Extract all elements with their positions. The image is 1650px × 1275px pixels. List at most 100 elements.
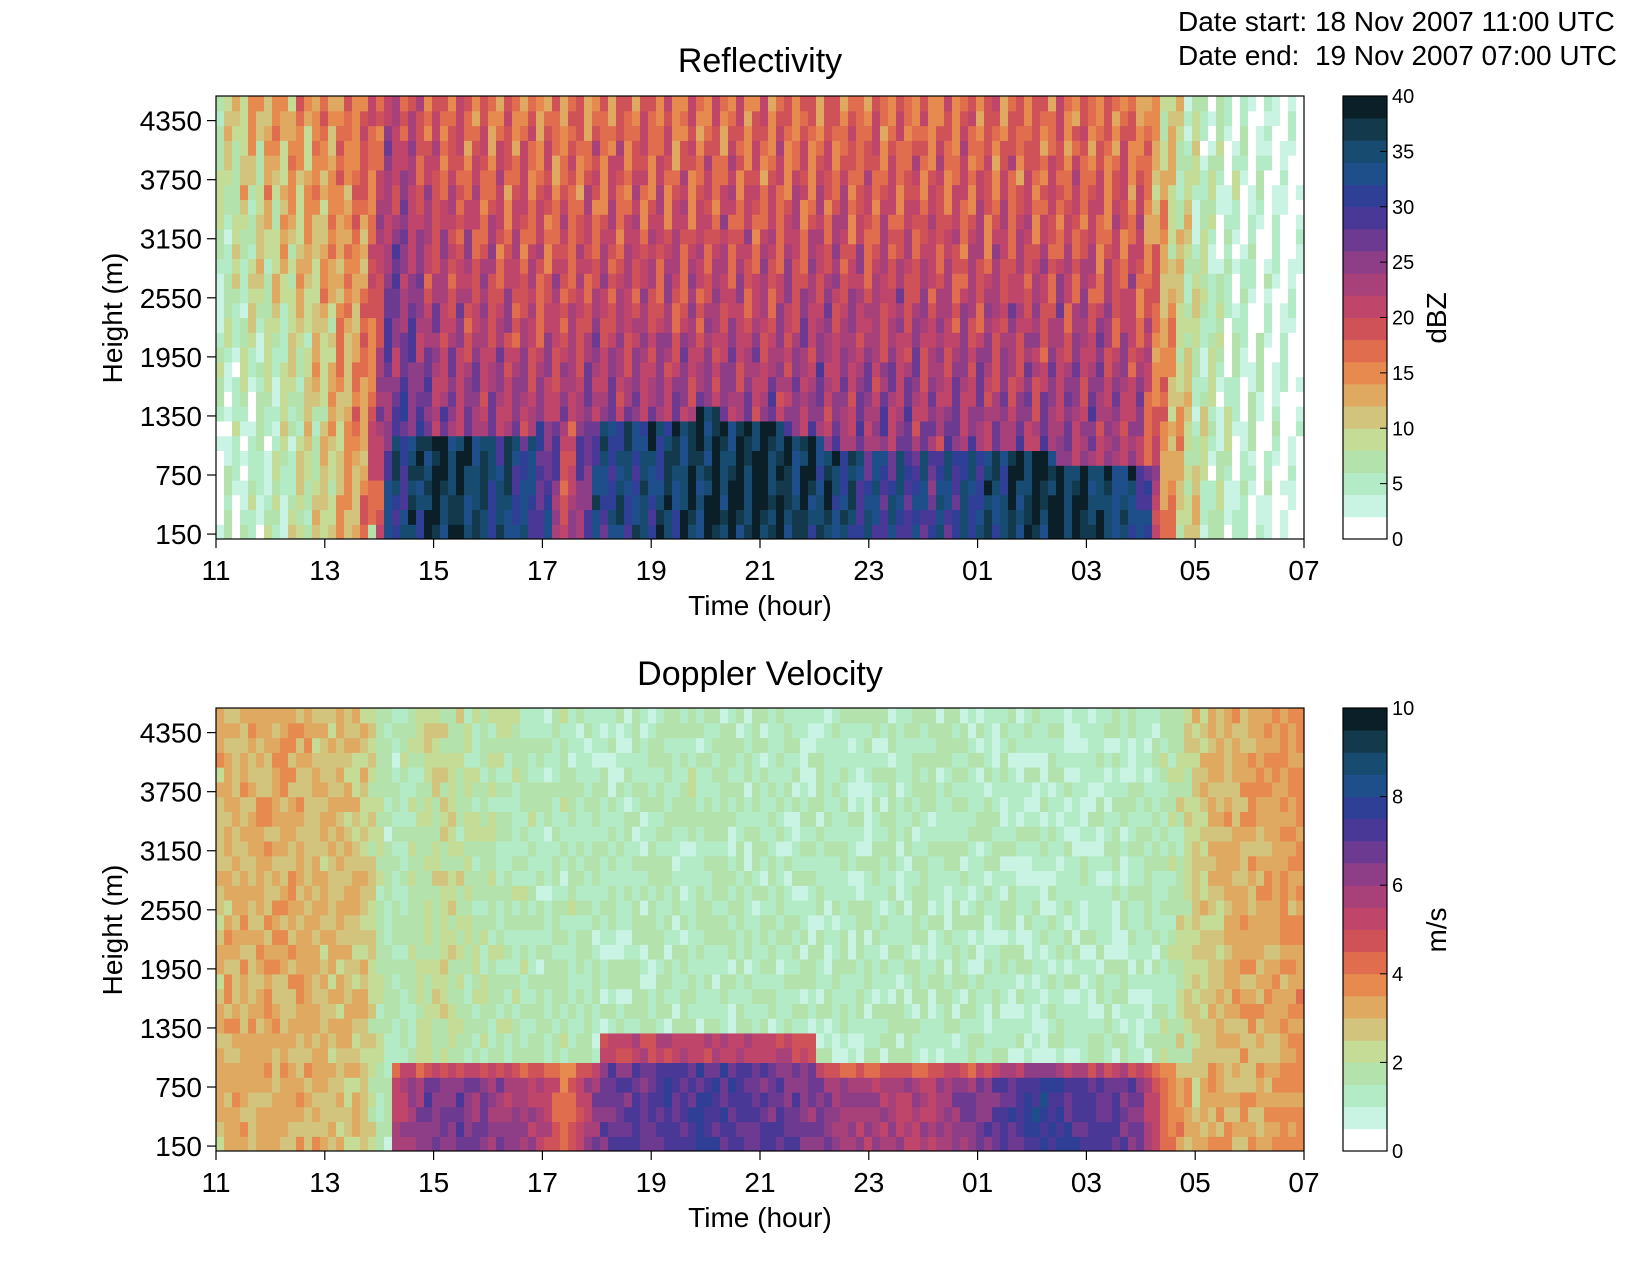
heatmap-cell xyxy=(1216,169,1225,186)
heatmap-cell xyxy=(304,1003,313,1019)
heatmap-cell xyxy=(808,376,817,392)
heatmap-cell xyxy=(1128,155,1137,171)
heatmap-cell xyxy=(856,110,865,127)
heatmap-cell xyxy=(344,973,353,990)
heatmap-cell xyxy=(376,302,385,319)
heatmap-cell xyxy=(624,494,633,511)
heatmap-cell xyxy=(824,184,833,200)
heatmap-cell xyxy=(1152,509,1161,525)
heatmap-cell xyxy=(464,361,473,378)
heatmap-cell xyxy=(1272,406,1281,422)
heatmap-cell xyxy=(1104,184,1113,200)
heatmap-cell xyxy=(880,509,889,525)
heatmap-cell xyxy=(864,110,873,127)
heatmap-cell xyxy=(232,258,241,274)
heatmap-cell xyxy=(448,317,457,333)
colorbar-swatch xyxy=(1343,361,1387,385)
heatmap-cell xyxy=(224,494,233,511)
heatmap-cell xyxy=(920,450,929,466)
heatmap-cell xyxy=(800,435,809,451)
heatmap-cell xyxy=(992,214,1001,230)
heatmap-cell xyxy=(384,899,393,916)
heatmap-cell xyxy=(392,169,401,186)
heatmap-cell xyxy=(480,140,489,156)
heatmap-cell xyxy=(1144,450,1153,466)
heatmap-cell xyxy=(800,125,809,141)
heatmap-cell xyxy=(416,140,425,156)
heatmap-cell xyxy=(1208,391,1217,407)
heatmap-cell xyxy=(496,140,505,156)
heatmap-cell xyxy=(264,899,273,916)
heatmap-cell xyxy=(1048,524,1057,539)
heatmap-cell xyxy=(280,944,289,960)
heatmap-cell xyxy=(608,302,617,319)
heatmap-cell xyxy=(272,1106,281,1123)
heatmap-cell xyxy=(1048,494,1057,511)
heatmap-cell xyxy=(384,855,393,872)
heatmap-cell xyxy=(1088,420,1097,437)
heatmap-cell xyxy=(1152,287,1161,304)
heatmap-cell xyxy=(688,391,697,407)
heatmap-cell xyxy=(1240,287,1249,304)
heatmap-cell xyxy=(768,273,777,289)
heatmap-cell xyxy=(784,169,793,186)
heatmap-cell xyxy=(888,494,897,511)
heatmap-cell xyxy=(368,914,377,931)
heatmap-cell xyxy=(904,273,913,289)
heatmap-cell xyxy=(1000,243,1009,260)
heatmap-cell xyxy=(648,184,657,200)
heatmap-cell xyxy=(440,125,449,141)
heatmap-column xyxy=(1256,96,1265,539)
heatmap-cell xyxy=(848,169,857,186)
heatmap-cell xyxy=(392,465,401,481)
heatmap-cell xyxy=(720,479,729,496)
heatmap-cell xyxy=(496,465,505,481)
heatmap-cell xyxy=(776,96,785,112)
heatmap-cell xyxy=(624,199,633,215)
heatmap-cell xyxy=(1152,420,1161,437)
heatmap-cell xyxy=(976,140,985,156)
heatmap-cell xyxy=(632,317,641,333)
heatmap-cell xyxy=(1240,376,1249,392)
heatmap-cell xyxy=(240,781,249,798)
heatmap-cell xyxy=(376,722,385,739)
heatmap-cell xyxy=(848,125,857,141)
heatmap-cell xyxy=(744,228,753,245)
heatmap-cell xyxy=(1136,332,1145,348)
heatmap-cell xyxy=(304,332,313,348)
heatmap-cell xyxy=(280,479,289,496)
heatmap-cell xyxy=(488,125,497,141)
heatmap-cell xyxy=(576,287,585,304)
heatmap-cell xyxy=(1288,140,1297,156)
heatmap-cell xyxy=(760,243,769,260)
heatmap-cell xyxy=(248,361,257,378)
heatmap-cell xyxy=(880,450,889,466)
heatmap-cell xyxy=(688,214,697,230)
heatmap-cell xyxy=(240,722,249,739)
heatmap-cell xyxy=(504,302,513,319)
heatmap-cell xyxy=(944,155,953,171)
heatmap-cell xyxy=(280,450,289,466)
heatmap-cell xyxy=(1248,96,1257,112)
heatmap-cell xyxy=(736,376,745,392)
heatmap-cell xyxy=(744,110,753,127)
heatmap-cell xyxy=(816,479,825,496)
heatmap-cell xyxy=(288,332,297,348)
heatmap-cell xyxy=(856,258,865,274)
heatmap-cell xyxy=(360,317,369,333)
heatmap-cell xyxy=(568,214,577,230)
heatmap-cell xyxy=(1256,125,1265,141)
heatmap-cell xyxy=(920,214,929,230)
heatmap-cell xyxy=(632,258,641,274)
heatmap-cell xyxy=(504,243,513,260)
heatmap-column xyxy=(1272,96,1281,539)
heatmap-cell xyxy=(312,96,321,112)
heatmap-cell xyxy=(1072,361,1081,378)
heatmap-cell xyxy=(1184,317,1193,333)
heatmap-cell xyxy=(1184,273,1193,289)
heatmap-cell xyxy=(1248,332,1257,348)
heatmap-cell xyxy=(344,391,353,407)
heatmap-column xyxy=(232,96,241,539)
heatmap-cell xyxy=(408,140,417,156)
heatmap-cell xyxy=(384,1047,393,1063)
